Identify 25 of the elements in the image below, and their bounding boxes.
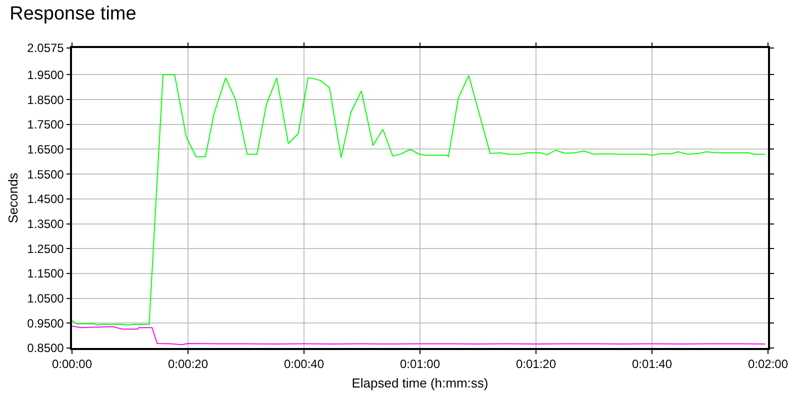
line-series — [72, 74, 766, 326]
x-tick-label: 0:00:40 — [284, 357, 324, 372]
y-tick-label: 1.9500 — [27, 68, 64, 82]
y-tick-label: 1.8500 — [27, 92, 64, 107]
y-tick-label: 1.4500 — [27, 192, 64, 206]
y-tick-label: 1.3500 — [27, 216, 64, 231]
x-tick-label: 0:00:20 — [168, 357, 208, 372]
y-tick-label: 2.0575 — [27, 41, 64, 56]
y-axis-title: Seconds — [6, 172, 21, 224]
y-tick-label: 1.1500 — [27, 266, 64, 281]
y-tick-label: 1.0500 — [27, 292, 64, 306]
chart-title: Response time — [10, 3, 136, 24]
x-tick-label: 0:00:00 — [52, 357, 92, 372]
y-tick-label: 1.6500 — [27, 142, 64, 156]
y-tick-label: 0.8500 — [27, 341, 64, 356]
y-tick-label: 0.9500 — [27, 316, 64, 330]
y-tick-label: 1.5500 — [27, 167, 64, 182]
x-tick-label: 0:01:00 — [400, 357, 440, 372]
y-tick-label: 1.2500 — [27, 242, 64, 256]
line-series — [72, 326, 766, 346]
x-tick-label: 0:01:20 — [516, 357, 556, 372]
x-tick-label: 0:01:40 — [632, 357, 672, 372]
y-tick-label: 1.7500 — [27, 118, 64, 132]
x-axis-title: Elapsed time (h:mm:ss) — [352, 375, 488, 390]
x-tick-label: 0:02:00 — [748, 357, 788, 372]
